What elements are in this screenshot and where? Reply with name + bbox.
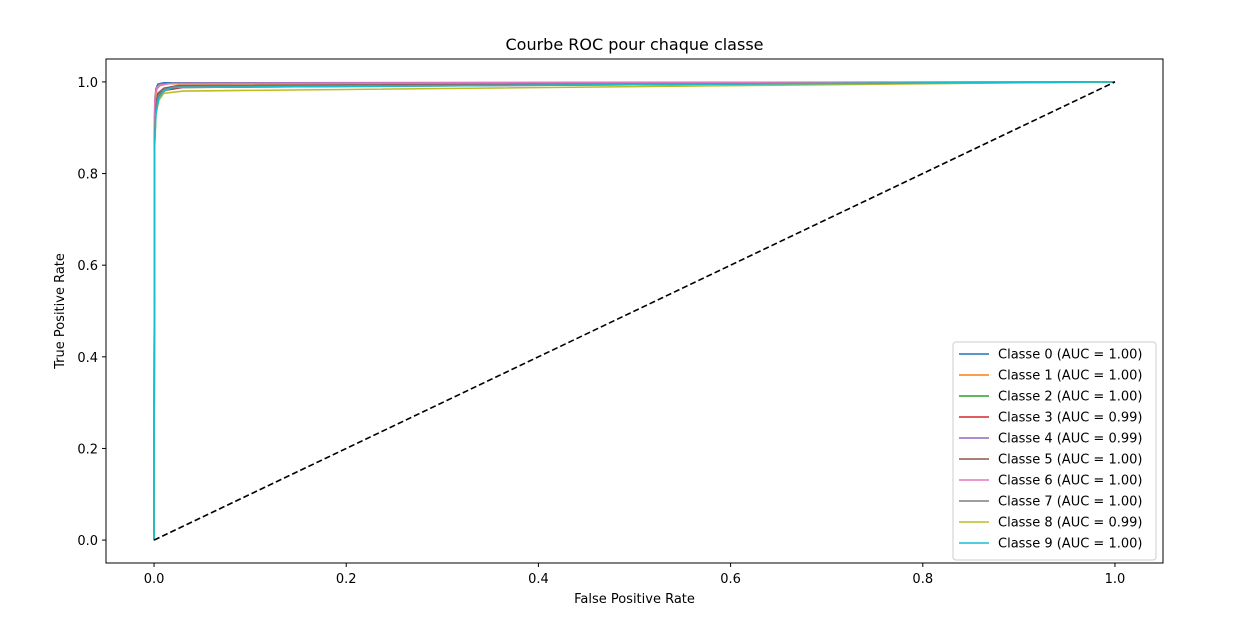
chart-title: Courbe ROC pour chaque classe — [505, 35, 763, 54]
legend-label-3: Classe 3 (AUC = 0.99) — [998, 411, 1142, 426]
y-tick-label-1: 0.2 — [77, 442, 98, 457]
legend: Classe 0 (AUC = 1.00) Classe 1 (AUC = 1.0… — [952, 341, 1157, 561]
x-tick-label-3: 0.6 — [720, 572, 741, 587]
plot-frame — [105, 58, 1164, 564]
y-axis-label: True Positive Rate — [53, 253, 68, 370]
x-tick-label-2: 0.4 — [528, 572, 549, 587]
legend-label-4: Classe 4 (AUC = 0.99) — [998, 432, 1142, 447]
y-tick-label-5: 1.0 — [77, 76, 98, 91]
legend-label-1: Classe 1 (AUC = 1.00) — [998, 369, 1142, 384]
roc-line-9 — [153, 81, 1115, 541]
x-tick-label-4: 0.8 — [912, 572, 933, 587]
x-tick-label-0: 0.0 — [144, 572, 165, 587]
legend-label-5: Classe 5 (AUC = 1.00) — [998, 453, 1142, 468]
legend-label-9: Classe 9 (AUC = 1.00) — [998, 537, 1142, 552]
chance-diagonal-line — [153, 81, 1116, 541]
legend-label-6: Classe 6 (AUC = 1.00) — [998, 474, 1142, 489]
legend-box — [952, 341, 1157, 561]
plot-area: 0.0 0.2 0.4 0.6 0.8 1.0 0.0 0.2 0.4 0.6 0.8 1.0 — [77, 58, 1164, 587]
y-tick-label-4: 0.8 — [77, 168, 98, 183]
legend-label-8: Classe 8 (AUC = 0.99) — [998, 516, 1142, 531]
y-tick-label-3: 0.6 — [77, 259, 98, 274]
roc-line-6 — [153, 81, 1115, 541]
y-tick-label-2: 0.4 — [77, 351, 98, 366]
legend-label-7: Classe 7 (AUC = 1.00) — [998, 495, 1142, 510]
x-tick-label-1: 0.2 — [336, 572, 357, 587]
x-axis-label: False Positive Rate — [574, 592, 695, 607]
y-tick-label-0: 0.0 — [77, 534, 98, 549]
legend-label-0: Classe 0 (AUC = 1.00) — [998, 348, 1142, 363]
x-tick-label-5: 1.0 — [1105, 572, 1126, 587]
legend-label-2: Classe 2 (AUC = 1.00) — [998, 390, 1142, 405]
